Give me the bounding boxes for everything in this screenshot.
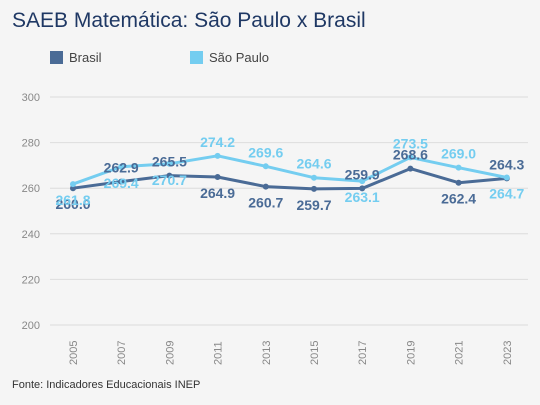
grid-layer: [50, 96, 528, 326]
data-label-brasil: 259.9: [345, 166, 380, 182]
x-tick-label: 2009: [164, 341, 176, 365]
x-tick-label: 2019: [405, 341, 417, 365]
chart-title: SAEB Matemática: São Paulo x Brasil: [12, 9, 366, 32]
data-point-sao-paulo: [166, 160, 173, 167]
data-point-brasil: [311, 185, 317, 192]
x-tick-label: 2017: [357, 341, 369, 365]
legend-item-sao-paulo[interactable]: São Paulo: [190, 50, 269, 65]
y-axis-ticks: 200 220 240 260 280 300: [22, 92, 40, 332]
x-tick-label: 2023: [502, 341, 514, 365]
x-tick-label: 2011: [213, 341, 225, 365]
y-tick-label: 260: [22, 183, 40, 195]
data-point-sao-paulo: [503, 174, 510, 181]
data-label-brasil: 260.0: [55, 196, 90, 212]
legend-swatch-sao-paulo: [190, 51, 203, 64]
legend-swatch-brasil: [50, 51, 63, 64]
data-label-sao-paulo: 269.0: [441, 146, 476, 162]
data-point-sao-paulo: [359, 178, 366, 185]
data-point-sao-paulo: [407, 154, 414, 161]
data-point-brasil: [118, 178, 125, 185]
x-tick-label: 2021: [454, 341, 466, 365]
x-tick-label: 2013: [261, 341, 273, 365]
data-label-brasil: 259.7: [296, 197, 331, 213]
legend-label-brasil: Brasil: [69, 50, 102, 65]
legend-item-brasil[interactable]: Brasil: [50, 50, 102, 65]
data-label-brasil: 262.4: [441, 191, 476, 207]
data-point-brasil: [214, 174, 221, 181]
source-note: Fonte: Indicadores Educacionais INEP: [12, 379, 201, 391]
data-label-sao-paulo: 274.2: [200, 134, 235, 150]
y-tick-label: 240: [22, 229, 40, 241]
x-axis-ticks: 2005 2007 2009 2011 2013 2015 2017 2019 2021 2023: [68, 341, 514, 365]
data-label-brasil: 264.9: [200, 185, 235, 201]
data-label-brasil: 265.5: [152, 154, 187, 170]
data-label-brasil: 268.6: [393, 147, 428, 163]
data-point-brasil: [407, 165, 414, 172]
data-labels: 260.0 262.9 265.5 264.9 260.7 259.7 259.9 268.6…: [55, 134, 524, 213]
data-point-brasil: [262, 183, 269, 190]
y-tick-label: 300: [22, 92, 40, 104]
x-tick-label: 2015: [309, 341, 321, 365]
data-point-brasil: [70, 185, 76, 192]
y-tick-label: 280: [22, 138, 40, 150]
series-layer: [70, 152, 510, 192]
data-point-brasil: [166, 172, 173, 179]
x-tick-label: 2007: [116, 341, 128, 365]
data-label-sao-paulo: 264.7: [489, 185, 524, 201]
data-point-sao-paulo: [311, 174, 317, 181]
data-point-brasil: [359, 185, 366, 192]
data-point-sao-paulo: [70, 181, 76, 188]
legend-label-sao-paulo: São Paulo: [209, 50, 269, 65]
data-label-sao-paulo: 263.1: [345, 189, 380, 205]
y-tick-label: 220: [22, 274, 40, 286]
series-line-sao-paulo: [71, 154, 509, 186]
series-line-brasil: [71, 167, 509, 191]
data-label-sao-paulo: 270.7: [152, 172, 187, 188]
data-point-sao-paulo: [214, 152, 221, 159]
data-label-sao-paulo: 269.6: [248, 144, 283, 160]
data-label-sao-paulo: 264.6: [296, 156, 331, 172]
y-tick-label: 200: [22, 320, 40, 332]
data-point-brasil: [455, 179, 462, 186]
data-label-sao-paulo: 273.5: [393, 135, 428, 151]
data-point-sao-paulo: [262, 163, 269, 170]
data-label-brasil: 260.7: [248, 195, 283, 211]
data-label-sao-paulo: 269.4: [104, 175, 139, 191]
data-label-brasil: 264.3: [489, 156, 524, 172]
data-point-sao-paulo: [455, 164, 462, 171]
data-label-brasil: 262.9: [104, 160, 139, 176]
x-tick-label: 2005: [68, 341, 80, 365]
data-point-sao-paulo: [118, 163, 125, 170]
data-label-sao-paulo: 261.8: [55, 192, 90, 208]
